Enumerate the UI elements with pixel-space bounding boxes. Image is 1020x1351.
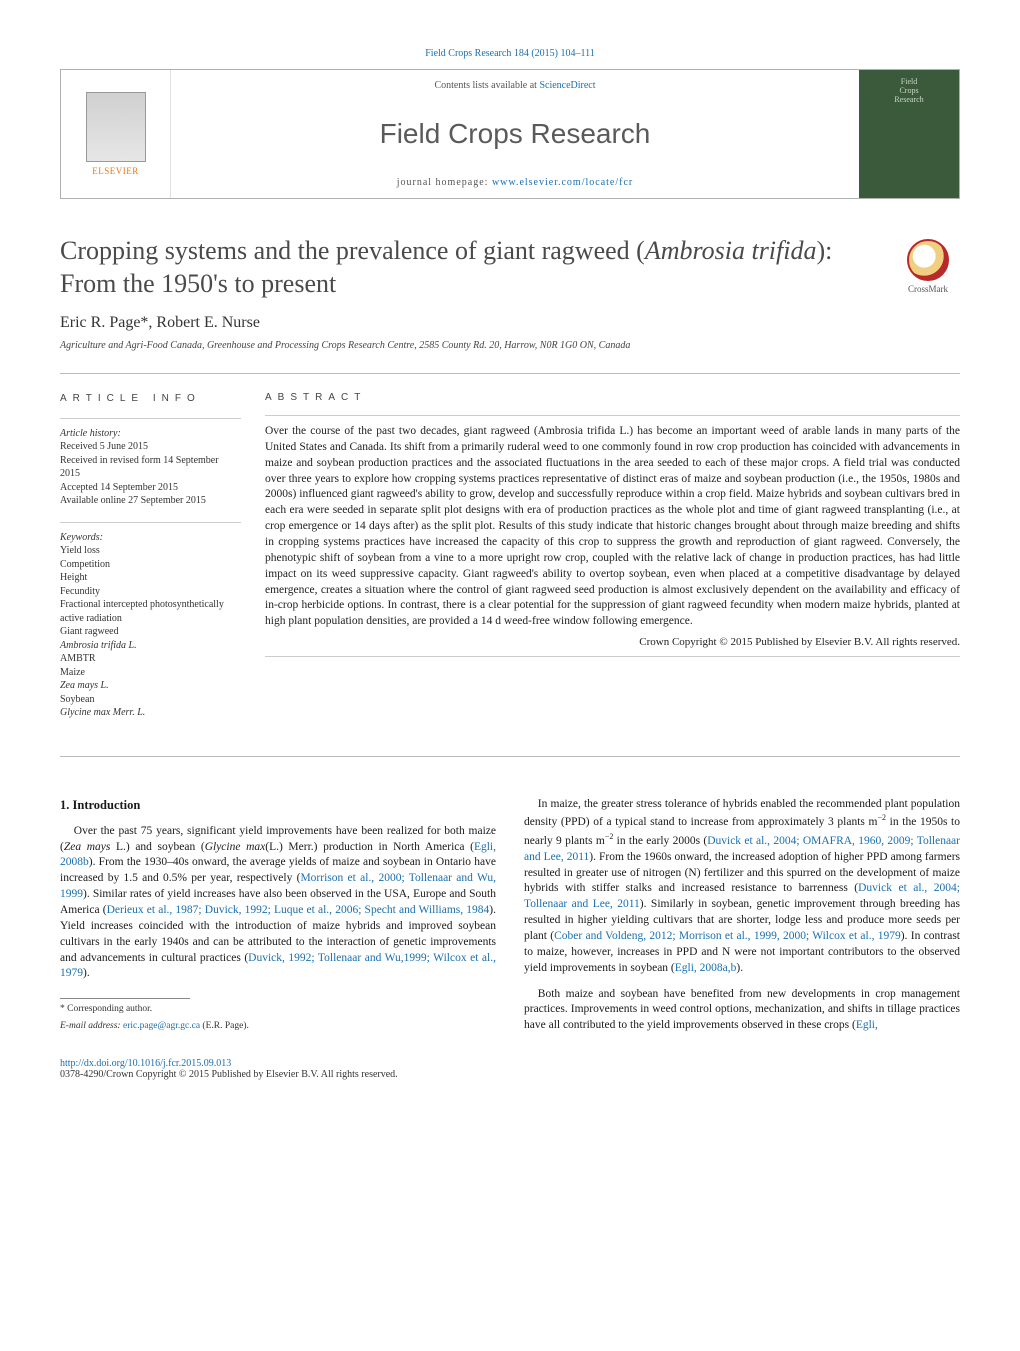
abstract-label: ABSTRACT	[265, 392, 960, 403]
intro-paragraph: In maize, the greater stress tolerance o…	[524, 797, 960, 977]
keyword-item: Zea mays L.	[60, 679, 241, 693]
history-head: Article history:	[60, 427, 241, 441]
elsevier-logo-block: ELSEVIER	[61, 70, 171, 198]
footnote-rule	[60, 998, 190, 999]
species-italic: Zea mays	[64, 841, 111, 853]
text-run: (L.) Merr.) production in North America …	[265, 841, 474, 853]
abstract-rule-bottom	[265, 656, 960, 657]
history-accepted: Accepted 14 September 2015	[60, 481, 241, 495]
keyword-italic: Glycine max Merr. L.	[60, 707, 145, 718]
info-rule	[60, 522, 241, 523]
journal-homepage-line: journal homepage: www.elsevier.com/locat…	[397, 177, 634, 188]
article-history-block: Article history: Received 5 June 2015 Re…	[60, 427, 241, 508]
intro-paragraph: Over the past 75 years, significant yiel…	[60, 824, 496, 983]
citation-link[interactable]: Egli,	[856, 1019, 878, 1031]
corresponding-author-note: * Corresponding author.	[60, 1003, 496, 1015]
article-info-label: ARTICLE INFO	[60, 392, 241, 406]
keyword-item: Giant ragweed	[60, 625, 241, 639]
abstract-copyright: Crown Copyright © 2015 Published by Else…	[265, 636, 960, 648]
crossmark-icon	[907, 239, 949, 281]
journal-cover-thumb: Field Crops Research	[859, 70, 959, 198]
title-part: Cropping systems and the prevalence of g…	[60, 236, 645, 265]
email-label: E-mail address:	[60, 1021, 123, 1031]
history-online: Available online 27 September 2015	[60, 494, 241, 508]
issn-copyright-line: 0378-4290/Crown Copyright © 2015 Publish…	[60, 1069, 398, 1080]
body-column-right: In maize, the greater stress tolerance o…	[524, 797, 960, 1045]
citation-link[interactable]: Derieux et al., 1987; Duvick, 1992; Luqu…	[107, 904, 490, 916]
text-run: L.) and soybean (	[110, 841, 204, 853]
keyword-item: Fractional intercepted photosyntheticall…	[60, 598, 241, 625]
abstract-text: Over the course of the past two decades,…	[265, 424, 960, 630]
keywords-head: Keywords:	[60, 531, 241, 545]
email-footnote: E-mail address: eric.page@agr.gc.ca (E.R…	[60, 1020, 496, 1032]
title-species: Ambrosia trifida	[645, 236, 817, 265]
doi-block: http://dx.doi.org/10.1016/j.fcr.2015.09.…	[60, 1058, 960, 1080]
divider-rule	[60, 756, 960, 757]
info-rule	[60, 418, 241, 419]
text-run: ).	[83, 967, 90, 979]
article-title: Cropping systems and the prevalence of g…	[60, 235, 876, 300]
body-column-left: 1. Introduction Over the past 75 years, …	[60, 797, 496, 1045]
cover-line: Research	[894, 96, 923, 105]
keyword-item: Yield loss	[60, 544, 241, 558]
species-italic: Glycine max	[205, 841, 266, 853]
intro-heading: 1. Introduction	[60, 797, 496, 814]
contents-available-line: Contents lists available at ScienceDirec…	[434, 80, 595, 91]
keyword-item: Soybean	[60, 693, 241, 707]
superscript: −2	[878, 813, 887, 822]
homepage-prefix: journal homepage:	[397, 177, 492, 188]
authors-line: Eric R. Page*, Robert E. Nurse	[60, 314, 960, 332]
history-revised: Received in revised form 14 September 20…	[60, 454, 241, 481]
abstract-rule	[265, 415, 960, 416]
journal-title: Field Crops Research	[380, 118, 651, 150]
keyword-item: Ambrosia trifida L.	[60, 639, 241, 653]
journal-reference: Field Crops Research 184 (2015) 104–111	[60, 48, 960, 59]
crossmark-badge[interactable]: CrossMark	[896, 239, 960, 294]
history-received: Received 5 June 2015	[60, 440, 241, 454]
crossmark-label: CrossMark	[908, 284, 948, 294]
divider-rule	[60, 373, 960, 374]
elsevier-wordmark: ELSEVIER	[92, 166, 139, 176]
keyword-item: Fecundity	[60, 585, 241, 599]
keyword-italic: Zea mays L.	[60, 680, 109, 691]
elsevier-tree-icon	[86, 92, 146, 162]
keywords-block: Keywords: Yield loss Competition Height …	[60, 531, 241, 720]
journal-header-box: ELSEVIER Contents lists available at Sci…	[60, 69, 960, 199]
email-tail: (E.R. Page).	[202, 1021, 248, 1031]
author-email-link[interactable]: eric.page@agr.gc.ca	[123, 1021, 200, 1031]
doi-link[interactable]: http://dx.doi.org/10.1016/j.fcr.2015.09.…	[60, 1058, 231, 1069]
text-run: Both maize and soybean have benefited fr…	[524, 988, 960, 1032]
affiliation-line: Agriculture and Agri-Food Canada, Greenh…	[60, 340, 960, 351]
citation-link[interactable]: Cober and Voldeng, 2012; Morrison et al.…	[554, 930, 901, 942]
contents-prefix: Contents lists available at	[434, 80, 539, 91]
keyword-item: Maize	[60, 666, 241, 680]
keyword-item: Competition	[60, 558, 241, 572]
intro-paragraph: Both maize and soybean have benefited fr…	[524, 987, 960, 1035]
journal-homepage-link[interactable]: www.elsevier.com/locate/fcr	[492, 177, 633, 188]
citation-link[interactable]: Egli, 2008a,b	[675, 962, 737, 974]
text-run: ).	[736, 962, 743, 974]
keyword-item: AMBTR	[60, 652, 241, 666]
sciencedirect-link[interactable]: ScienceDirect	[539, 80, 595, 91]
header-center: Contents lists available at ScienceDirec…	[171, 70, 859, 198]
keyword-item: Height	[60, 571, 241, 585]
keyword-italic: Ambrosia trifida L.	[60, 640, 137, 651]
keyword-item: Glycine max Merr. L.	[60, 706, 241, 720]
text-run: in the early 2000s (	[613, 835, 707, 847]
